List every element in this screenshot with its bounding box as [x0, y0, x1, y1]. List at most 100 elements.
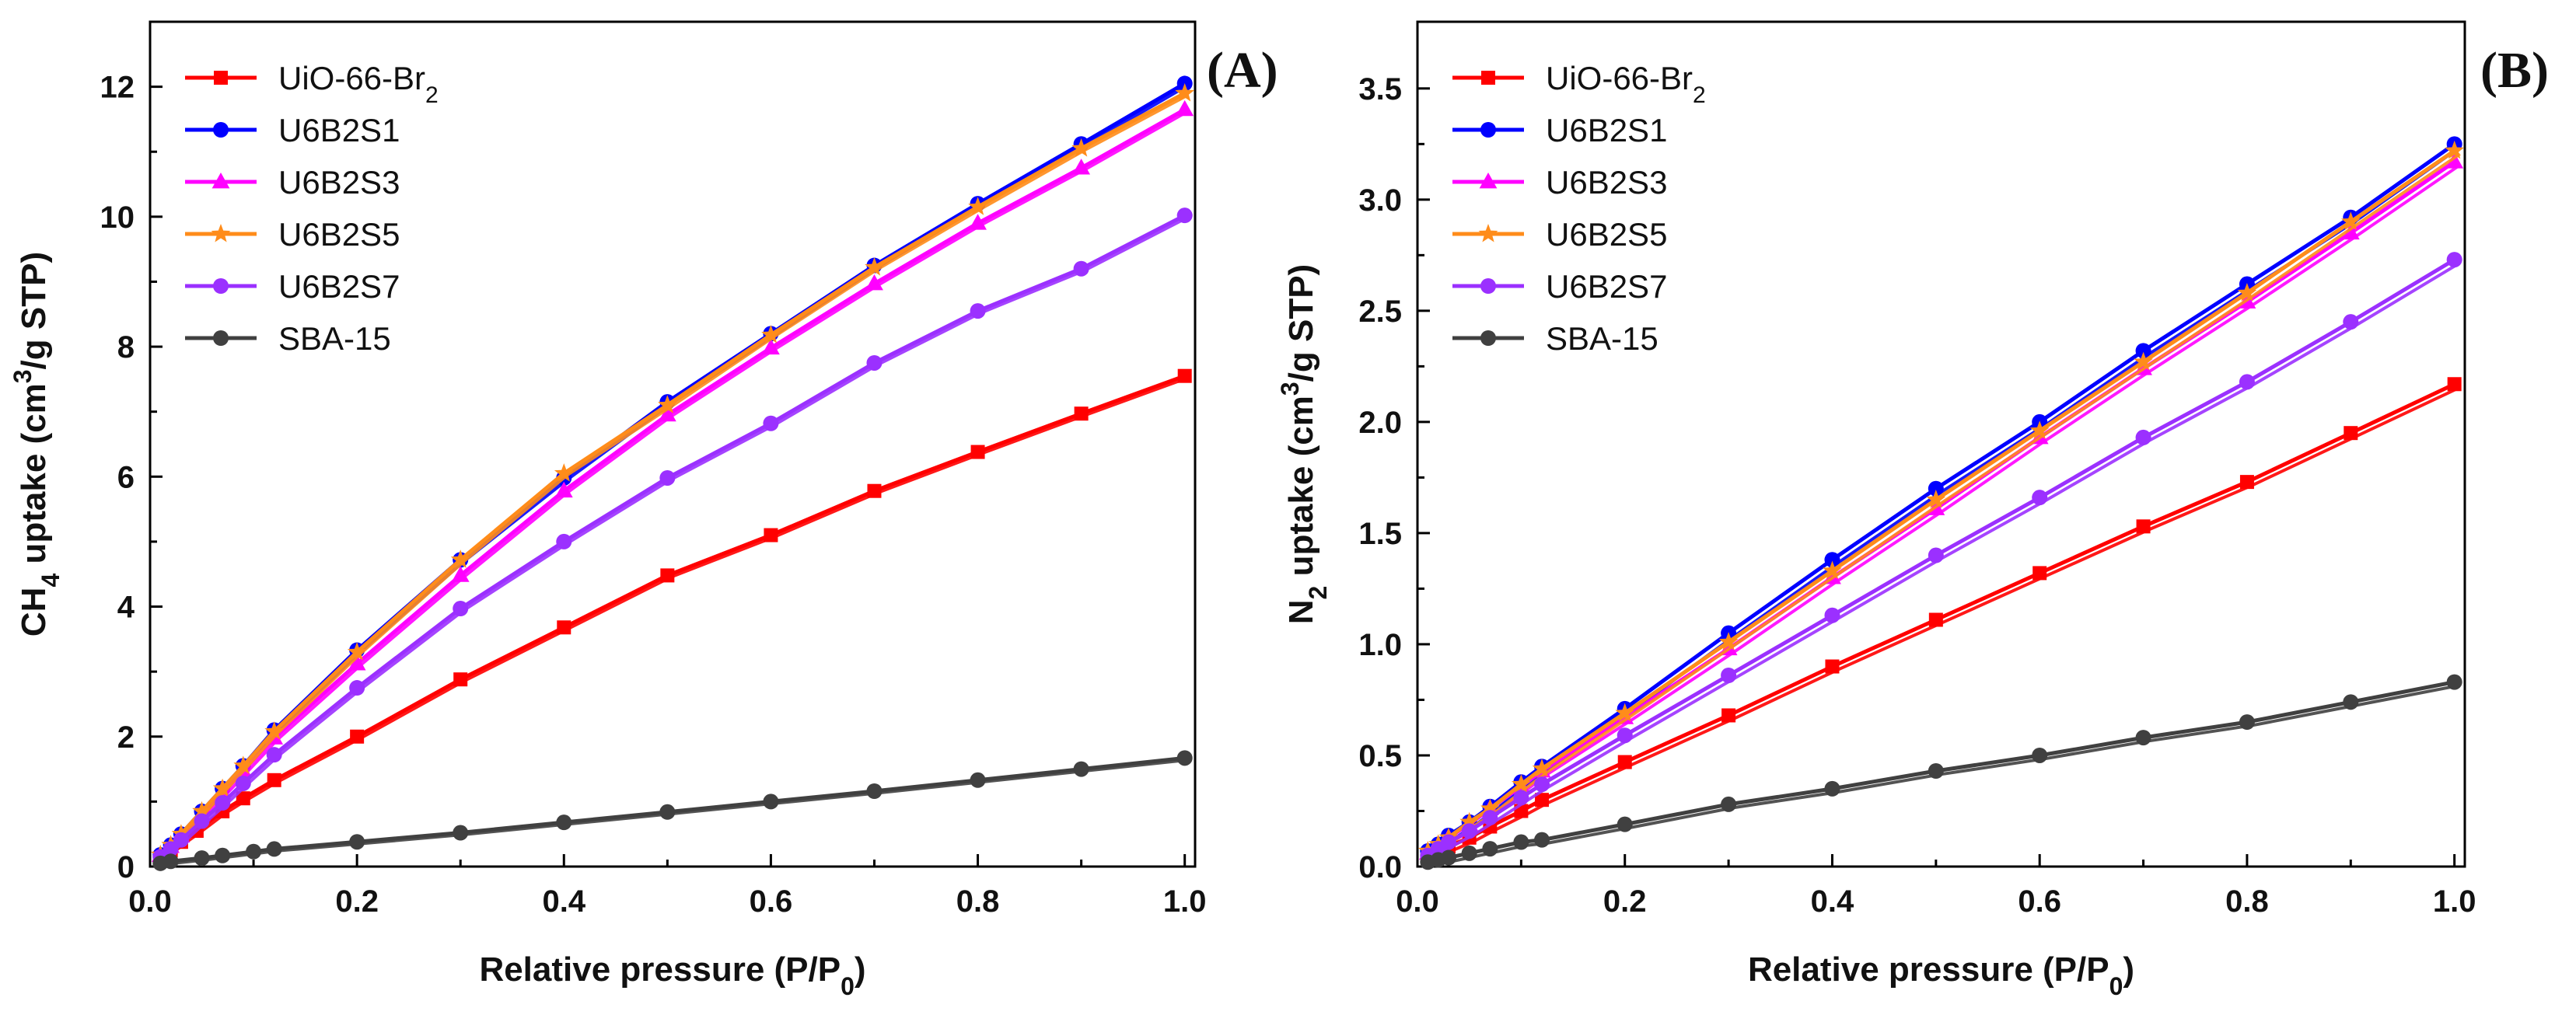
data-point — [968, 197, 987, 215]
legend-label: U6B2S7 — [278, 268, 400, 305]
legend-label: SBA-15 — [1546, 320, 1658, 357]
plot-frame — [1416, 20, 2466, 868]
data-point — [660, 568, 675, 583]
data-point — [267, 773, 281, 787]
data-point — [2445, 152, 2464, 169]
legend-label: SBA-15 — [278, 320, 391, 357]
data-point — [1535, 793, 1550, 807]
y-tick-label: 2.0 — [1358, 406, 1402, 440]
data-point — [266, 841, 282, 857]
data-point — [2032, 566, 2047, 581]
data-point — [1617, 816, 1633, 832]
legend-marker — [211, 173, 230, 189]
data-point — [2445, 140, 2464, 159]
data-point — [2447, 377, 2462, 392]
data-point — [2135, 343, 2151, 359]
legend-entry: U6B2S1 — [1452, 112, 1667, 148]
legend-label: U6B2S3 — [278, 164, 400, 201]
y-tick-label: 0.0 — [1358, 850, 1402, 884]
data-point — [969, 214, 987, 230]
data-point — [867, 483, 882, 498]
series-u6b2s7 — [1420, 252, 2462, 863]
data-point — [192, 800, 211, 820]
data-point — [557, 620, 571, 635]
x-tick-label: 0.0 — [128, 884, 172, 919]
data-point — [865, 274, 883, 291]
series-line-branch — [163, 215, 1189, 860]
data-point — [764, 528, 778, 542]
y-tick-label: 1.0 — [1358, 628, 1402, 662]
data-point — [659, 804, 676, 820]
data-point — [349, 834, 365, 850]
data-point — [1928, 612, 1943, 627]
series-sba-15 — [152, 750, 1193, 871]
data-point — [2135, 429, 2151, 445]
data-point — [450, 549, 470, 568]
x-tick-label: 0.0 — [1396, 884, 1439, 919]
data-point — [866, 354, 883, 371]
plot-frame — [149, 20, 1197, 868]
data-point — [1177, 368, 1192, 383]
data-point — [1721, 796, 1737, 812]
data-point — [173, 832, 189, 848]
legend-entry: U6B2S5 — [1452, 216, 1667, 253]
data-point — [556, 533, 572, 549]
data-point — [866, 783, 883, 800]
data-point — [1928, 547, 1944, 563]
series-line-branch — [162, 93, 1189, 858]
legend-marker — [213, 278, 229, 294]
panel-a-methane-isotherm: 0.0 0.2 0.4 0.6 0.8 1.0 0 2 4 6 8 10 12 UiO-66-Br2 U6B… — [9, 20, 1278, 1000]
data-point — [2239, 475, 2254, 490]
legend-label: U6B2S1 — [278, 112, 400, 148]
data-point — [266, 747, 282, 763]
data-point — [349, 680, 365, 696]
data-point — [2343, 314, 2359, 330]
legend-marker — [1480, 278, 1496, 294]
data-point — [1482, 810, 1498, 826]
data-point — [1441, 849, 1457, 866]
y-tick-label: 2 — [117, 720, 135, 755]
data-point — [1721, 708, 1736, 723]
legend-label: U6B2S5 — [1546, 216, 1667, 253]
legend-marker — [213, 330, 229, 346]
x-axis-title: Relative pressure (P/P0) — [479, 950, 865, 1000]
y-tick-label: 10 — [100, 201, 135, 235]
series-line — [159, 374, 1186, 860]
legend-entry: U6B2S7 — [185, 268, 400, 305]
data-point — [453, 601, 469, 617]
data-point — [2446, 674, 2462, 690]
x-tick-label: 0.4 — [542, 884, 585, 919]
series-sba-15 — [1420, 674, 2462, 870]
y-tick-label: 2.5 — [1358, 295, 1402, 329]
data-point — [1534, 776, 1550, 793]
data-point — [233, 755, 253, 774]
series-uio-66-br2 — [153, 368, 1192, 866]
data-point — [264, 721, 284, 740]
data-point — [215, 795, 231, 811]
legend-entry: U6B2S3 — [185, 164, 400, 201]
x-tick-label: 1.0 — [2433, 884, 2476, 919]
legend-marker — [213, 122, 229, 138]
data-point — [1074, 406, 1089, 421]
data-point — [2239, 374, 2255, 390]
legend-marker — [1479, 173, 1498, 189]
data-point — [348, 654, 366, 671]
data-point — [1615, 703, 1635, 722]
data-point — [1718, 632, 1739, 651]
legend-marker — [1478, 224, 1498, 242]
series-line — [159, 213, 1186, 859]
data-point — [1617, 727, 1633, 744]
series-line-branch — [1432, 261, 2461, 860]
data-point — [1441, 834, 1457, 850]
data-point — [1928, 762, 1944, 779]
data-point — [2343, 694, 2359, 710]
data-point — [1512, 774, 1531, 793]
data-point — [554, 463, 574, 482]
y-tick-label: 3.5 — [1358, 72, 1402, 106]
data-point — [2344, 426, 2358, 441]
data-point — [865, 257, 884, 276]
data-point — [1824, 607, 1840, 623]
legend-entry: U6B2S3 — [1452, 164, 1667, 201]
data-point — [659, 469, 676, 486]
